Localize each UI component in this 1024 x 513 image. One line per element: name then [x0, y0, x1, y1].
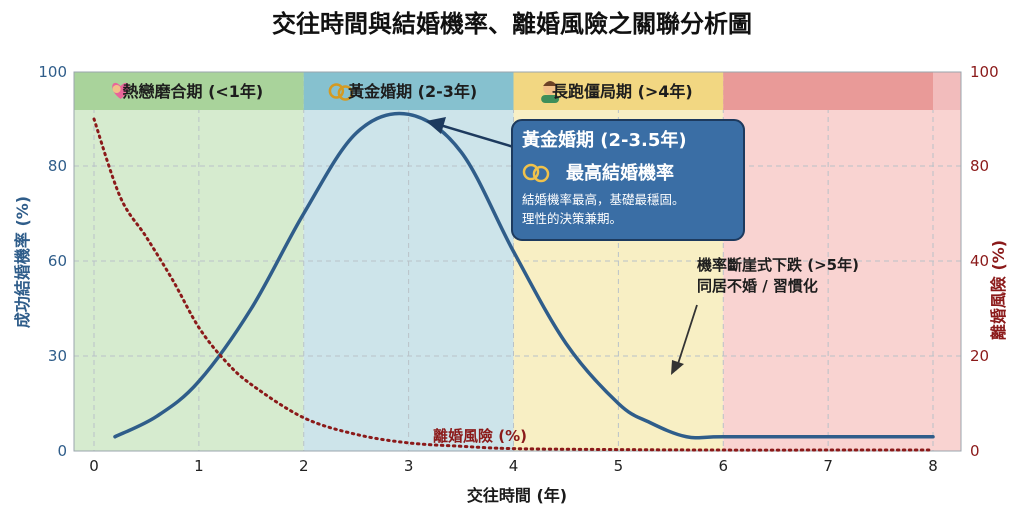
phase-header — [723, 72, 961, 110]
left-tick-label: 0 — [57, 442, 67, 460]
cliff-annotation-line1: 機率斷崖式下跌 (>5年) — [697, 256, 859, 274]
phase-header-tail — [933, 72, 961, 110]
callout-box — [511, 119, 745, 241]
left-tick-label: 80 — [48, 157, 67, 175]
cliff-annotation-line2: 同居不婚 / 習慣化 — [697, 277, 818, 295]
cliff-annotation-arrow — [675, 304, 698, 371]
golden-period-callout: 黃金婚期 (2-3.5年) 最高結婚機率 結婚機率最高，基礎最穩固。 理性的決策… — [426, 117, 745, 241]
callout-title: 黃金婚期 (2-3.5年) — [521, 129, 687, 151]
phase-label: 黃金婚期 (2-3年) — [347, 82, 477, 101]
callout-body-line2: 理性的決策兼期。 — [522, 211, 622, 226]
ring-shape — [328, 83, 345, 99]
divorce-risk-label: 離婚風險 (%) — [433, 427, 527, 445]
phase-header — [74, 72, 304, 110]
x-tick-label: 8 — [928, 457, 938, 475]
x-tick-label: 7 — [823, 457, 833, 475]
divorce-risk-line — [92, 117, 935, 452]
x-tick-label: 2 — [299, 457, 309, 475]
series-lines — [92, 111, 935, 452]
x-axis-label: 交往時間 (年) — [467, 486, 567, 505]
cliff-annotation: 機率斷崖式下跌 (>5年) 同居不婚 / 習慣化 — [671, 256, 859, 375]
callout-subtitle: 最高結婚機率 — [566, 162, 674, 184]
phase-headers: 熱戀磨合期 (<1年) 黃金婚期 (2-3年) 長跑僵局期 (>4年) — [74, 72, 961, 110]
right-tick-label: 0 — [970, 442, 980, 460]
left-tick-label: 60 — [48, 252, 67, 270]
chart-title: 交往時間與結婚機率、離婚風險之關聯分析圖 — [272, 10, 752, 38]
ring-shape — [337, 85, 354, 101]
x-tick-label: 3 — [404, 457, 414, 475]
left-tick-label: 30 — [48, 347, 67, 365]
phase-label: 熱戀磨合期 (<1年) — [123, 82, 264, 101]
left-axis-label: 成功結婚機率 (%) — [13, 196, 32, 328]
right-tick-label: 20 — [970, 347, 989, 365]
x-tick-label: 1 — [194, 457, 204, 475]
x-tick-label: 0 — [89, 457, 99, 475]
callout-arrowhead — [426, 117, 446, 134]
body-shape — [541, 95, 560, 103]
face-shape — [112, 85, 121, 93]
x-tick-label: 4 — [509, 457, 519, 475]
hair-shape — [543, 81, 558, 86]
x-axis-ticks: 0 1 2 3 4 5 6 7 8 — [89, 457, 938, 475]
callout-arrow — [439, 123, 518, 150]
rings-icon — [328, 83, 354, 101]
right-axis-ticks: 0 20 40 80 100 — [970, 63, 999, 460]
x-tick-label: 6 — [718, 457, 728, 475]
phase-label: 長跑僵局期 (>4年) — [552, 82, 693, 101]
man-icon — [541, 81, 560, 103]
couple-heart-icon — [112, 82, 130, 99]
right-axis-label: 離婚風險 (%) — [989, 240, 1008, 340]
callout-body-line1: 結婚機率最高，基礎最穩固。 — [522, 192, 685, 207]
x-tick-label: 5 — [614, 457, 624, 475]
marriage-probability-line — [113, 111, 935, 440]
rings-icon — [522, 163, 550, 183]
plot-frame — [73, 71, 962, 452]
left-tick-label: 100 — [38, 63, 67, 81]
right-tick-label: 100 — [970, 63, 999, 81]
left-axis-ticks: 0 30 60 80 100 — [38, 63, 67, 460]
right-tick-label: 80 — [970, 157, 989, 175]
right-tick-label: 40 — [970, 252, 989, 270]
cliff-annotation-arrowhead — [671, 360, 684, 375]
